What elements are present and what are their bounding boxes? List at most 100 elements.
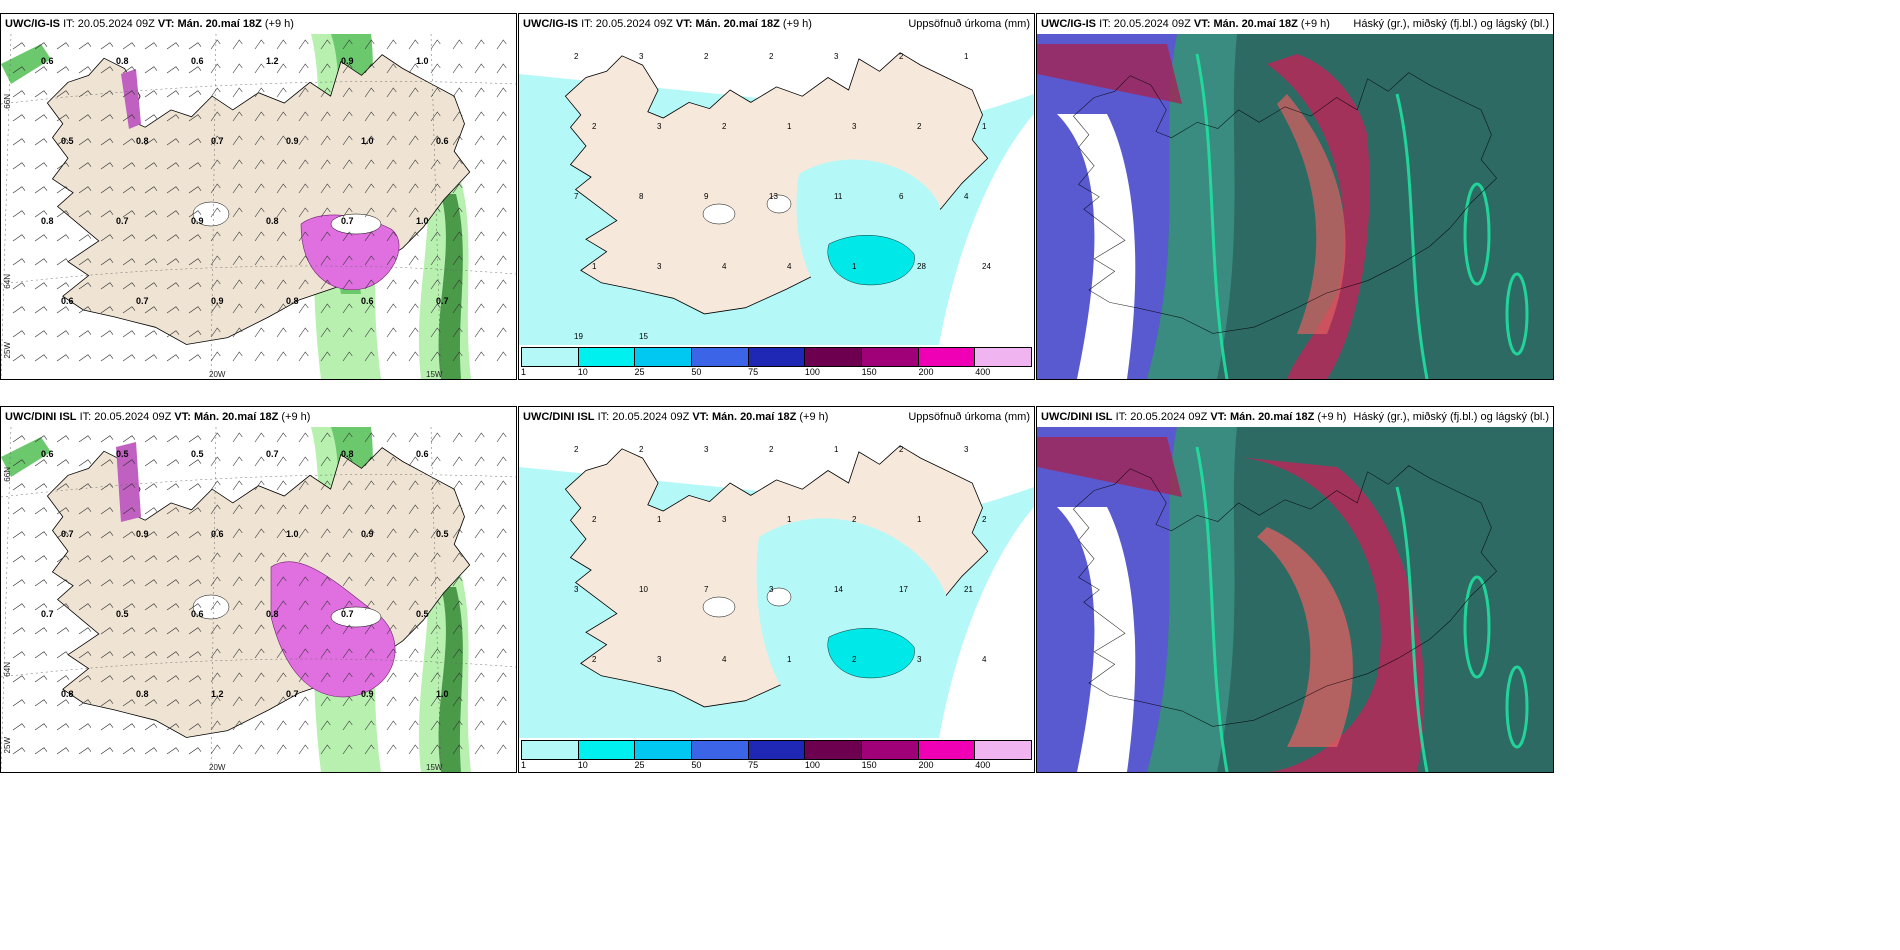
legend-swatch	[635, 741, 693, 759]
legend-swatch	[692, 348, 749, 366]
value-label: 3	[852, 122, 857, 131]
lat-66-label: 66N	[3, 94, 12, 109]
value-label: 2	[769, 52, 774, 61]
it-label: IT:	[63, 18, 75, 30]
vt-value: Mán. 20.maí 18Z	[711, 411, 797, 423]
map-area	[1037, 427, 1553, 772]
value-label: 0.6	[361, 296, 374, 306]
value-label: 17	[899, 585, 908, 594]
vt-label: VT:	[692, 411, 709, 423]
wind-barbs	[12, 39, 507, 362]
value-label: 0.8	[116, 56, 129, 66]
value-label: 14	[834, 585, 843, 594]
value-label: 3	[574, 585, 579, 594]
legend-label: 10	[577, 760, 588, 770]
lon-15-label: 15W	[426, 763, 443, 772]
vt-value: Mán. 20.maí 18Z	[695, 18, 780, 30]
value-label: 3	[657, 655, 662, 664]
value-label: 1.2	[211, 689, 224, 699]
value-label: 0.8	[341, 449, 354, 459]
map-svg	[1037, 427, 1553, 772]
value-label: 0.7	[211, 136, 224, 146]
panel-header: UWC/IG-IS IT: 20.05.2024 09Z VT: Mán. 20…	[519, 14, 1034, 34]
legend-swatch	[975, 741, 1032, 759]
panel-header: UWC/DINI ISL IT: 20.05.2024 09Z VT: Mán.…	[519, 407, 1034, 427]
value-label: 2	[982, 515, 987, 524]
vt-label: VT:	[174, 411, 191, 423]
vt-label: VT:	[1210, 411, 1227, 423]
value-label: 0.6	[211, 529, 224, 539]
value-label: 7	[574, 192, 579, 201]
lon-20-label: 20W	[209, 763, 226, 772]
legend-label: 1	[521, 367, 527, 377]
value-label: 0.8	[136, 136, 149, 146]
value-label: 9	[704, 192, 709, 201]
model-name: UWC/IG-IS	[5, 18, 60, 30]
value-label: 3	[964, 445, 969, 454]
value-label: 1	[982, 122, 987, 131]
value-label: 0.8	[266, 216, 279, 226]
precip-legend: 1 10 25 50 75 100 150 200 400	[519, 738, 1034, 772]
value-label: 1	[787, 515, 792, 524]
legend-swatch	[578, 741, 636, 759]
legend-label: 100	[804, 367, 820, 377]
value-label: 2	[592, 515, 597, 524]
map-area	[1037, 34, 1553, 379]
value-label: 0.6	[41, 56, 54, 66]
map-area: 2 3 2 2 3 2 1 2 3 2 1 3 2 1 7 8 9 13 11 6 4 1 3 4 4 1 28 24 19 15	[519, 34, 1034, 345]
panel-header: UWC/IG-IS IT: 20.05.2024 09Z VT: Mán. 20…	[1, 14, 516, 34]
legend-swatch	[748, 348, 806, 366]
vt-label: VT:	[675, 18, 693, 30]
value-label: 19	[574, 332, 583, 341]
value-label: 0.8	[266, 609, 279, 619]
legend-swatch	[975, 348, 1032, 366]
value-label: 1	[964, 52, 969, 61]
value-label: 0.6	[436, 136, 449, 146]
vt-label: VT:	[157, 18, 175, 30]
value-label: 0.5	[61, 136, 74, 146]
value-label: 2	[592, 655, 597, 664]
wind-barbs	[12, 432, 507, 755]
legend-swatch	[635, 348, 693, 366]
legend-swatch	[522, 348, 579, 366]
value-labels: 2 2 3 2 1 2 32 1 3 1 2 1 23 10 7 3 14 17 212 3 4 1 2 3 4	[574, 445, 987, 664]
legend-swatch	[862, 348, 919, 366]
value-label: 1	[787, 122, 792, 131]
it-label: IT:	[581, 18, 593, 30]
value-label: 4	[722, 655, 727, 664]
vt-value: Mán. 20.maí 18Z	[177, 18, 262, 30]
value-label: 0.9	[286, 136, 299, 146]
value-label: 1.0	[416, 56, 429, 66]
panel-precip-dini: UWC/DINI ISL IT: 20.05.2024 09Z VT: Mán.…	[518, 406, 1035, 773]
legend-label: 150	[861, 760, 877, 770]
map-svg: 0.6 0.8 0.6 1.2 0.9 1.0 0.5 0.8 0.7 0.9 1.0 0.6 0.8 0…	[1, 34, 516, 379]
legend-swatch	[748, 741, 806, 759]
model-name: UWC/IG-IS	[523, 18, 578, 30]
value-label: 0.6	[191, 56, 204, 66]
legend-label: 75	[748, 367, 759, 377]
value-label: 0.5	[191, 449, 204, 459]
value-label: 1	[787, 655, 792, 664]
value-label: 0.5	[116, 609, 129, 619]
legend-label: 400	[975, 367, 991, 377]
value-label: 6	[899, 192, 904, 201]
panel-precip-igis: UWC/IG-IS IT: 20.05.2024 09Z VT: Mán. 20…	[518, 13, 1035, 380]
value-label: 3	[769, 585, 774, 594]
value-label: 0.7	[341, 609, 354, 619]
it-label: IT:	[79, 411, 92, 423]
value-label: 2	[899, 445, 904, 454]
vt-label: VT:	[1193, 18, 1211, 30]
legend-swatch	[918, 741, 976, 759]
lon-25-label: 25W	[3, 342, 12, 359]
coastline	[1072, 72, 1498, 334]
value-label: 1.0	[286, 529, 299, 539]
value-label: 3	[834, 52, 839, 61]
legend-swatch	[805, 348, 863, 366]
legend-swatch	[522, 741, 579, 759]
value-label: 1	[852, 262, 857, 271]
value-label: 0.9	[361, 689, 374, 699]
value-label: 0.9	[341, 56, 354, 66]
lead-time: (+9 h)	[1300, 18, 1330, 30]
value-label: 2	[574, 52, 579, 61]
